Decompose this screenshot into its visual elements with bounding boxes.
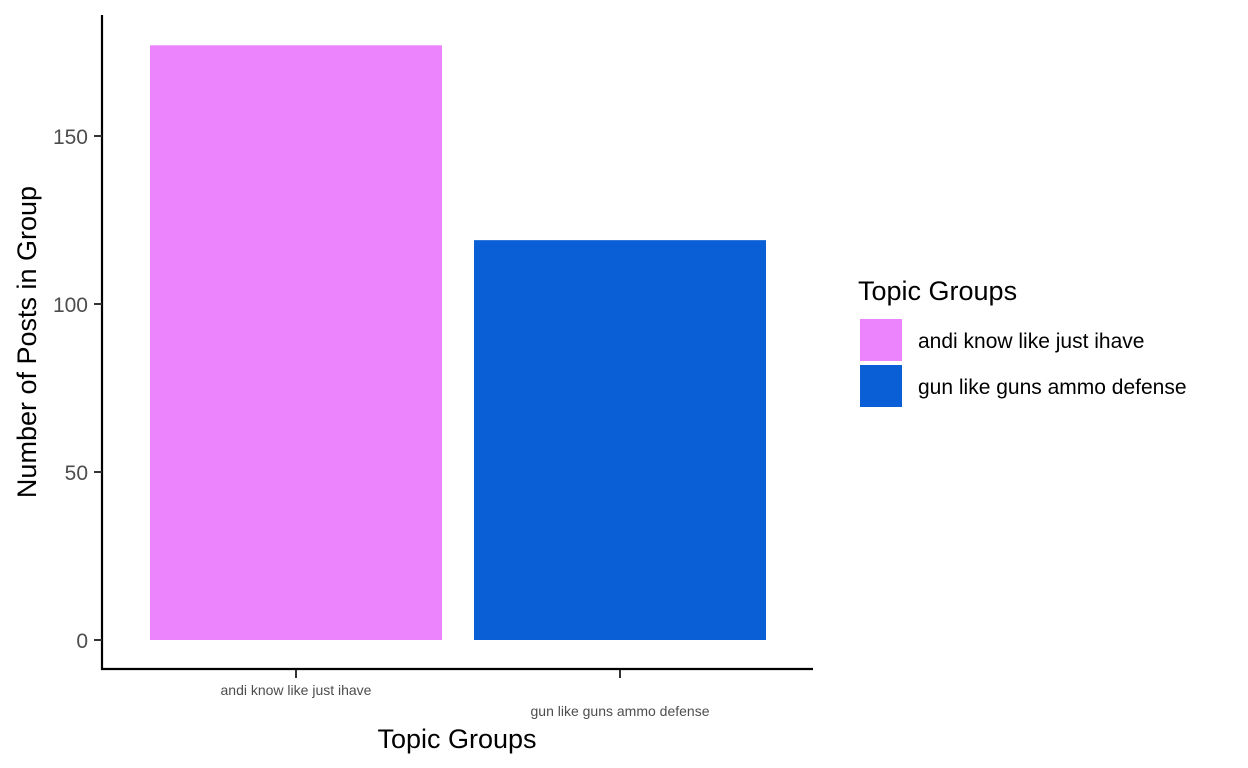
bars-layer <box>150 45 766 640</box>
y-tick-label: 150 <box>53 126 88 149</box>
legend-label-2: gun like guns ammo defense <box>918 376 1187 399</box>
x-tick-label: andi know like just ihave <box>221 682 372 698</box>
legend-swatch-2 <box>860 365 902 407</box>
x-ticks-layer: andi know like just ihave gun like guns a… <box>221 670 710 719</box>
axes-layer <box>100 15 813 671</box>
legend: Topic Groups andi know like just ihave gu… <box>858 276 1187 407</box>
y-ticks-layer: 0 50 100 150 <box>53 126 102 653</box>
x-axis-title: Topic Groups <box>377 724 536 754</box>
legend-title: Topic Groups <box>858 276 1017 306</box>
y-tick-label: 50 <box>65 462 88 485</box>
y-tick-label: 100 <box>53 294 88 317</box>
legend-label-1: andi know like just ihave <box>918 330 1144 353</box>
y-tick-label: 0 <box>76 630 88 653</box>
x-tick-label: gun like guns ammo defense <box>531 703 710 719</box>
legend-swatch-1 <box>860 319 902 361</box>
legend-items: andi know like just ihave gun like guns a… <box>860 319 1187 407</box>
bar-2 <box>474 240 766 640</box>
bar-1 <box>150 45 442 640</box>
y-axis-title: Number of Posts in Group <box>12 186 42 498</box>
